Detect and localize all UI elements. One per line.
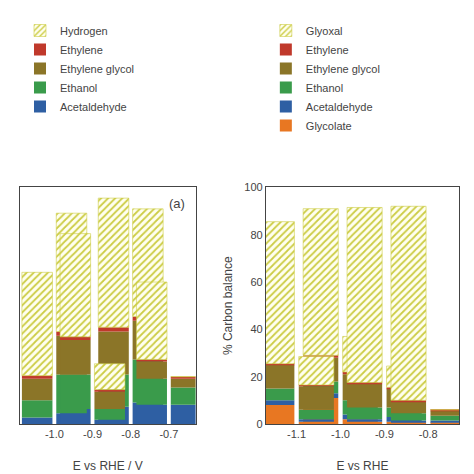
- svg-text:-0.7: -0.7: [159, 428, 178, 440]
- svg-text:Acetaldehyde: Acetaldehyde: [60, 101, 127, 113]
- svg-text:Ethylene glycol: Ethylene glycol: [60, 63, 134, 75]
- svg-text:-0.8: -0.8: [121, 428, 140, 440]
- svg-text:-0.9: -0.9: [375, 428, 394, 440]
- svg-text:Ethanol: Ethanol: [60, 82, 97, 94]
- svg-text:Ethylene: Ethylene: [306, 44, 349, 56]
- svg-text:Acetaldehyde: Acetaldehyde: [306, 101, 373, 113]
- svg-text:-1.1: -1.1: [287, 428, 306, 440]
- svg-text:% Carbon balance: % Carbon balance: [221, 256, 235, 355]
- svg-text:100: 100: [244, 181, 262, 193]
- svg-text:-1.0: -1.0: [331, 428, 350, 440]
- svg-text:E vs RHE / V: E vs RHE / V: [73, 459, 143, 473]
- svg-text:80: 80: [250, 229, 262, 241]
- svg-text:-0.9: -0.9: [83, 428, 102, 440]
- svg-text:Glyoxal: Glyoxal: [306, 25, 343, 37]
- svg-text:20: 20: [250, 371, 262, 383]
- svg-text:60: 60: [250, 276, 262, 288]
- svg-text:(a): (a): [169, 196, 185, 211]
- svg-text:-0.8: -0.8: [419, 428, 438, 440]
- svg-text:E vs RHE: E vs RHE: [336, 459, 388, 473]
- svg-text:Hydrogen: Hydrogen: [60, 25, 108, 37]
- svg-text:-1.0: -1.0: [45, 428, 64, 440]
- svg-text:Ethylene glycol: Ethylene glycol: [306, 63, 380, 75]
- svg-text:Ethylene: Ethylene: [60, 44, 103, 56]
- svg-text:0: 0: [257, 418, 263, 430]
- svg-text:Ethanol: Ethanol: [306, 82, 343, 94]
- svg-text:40: 40: [250, 323, 262, 335]
- svg-text:Glycolate: Glycolate: [306, 120, 352, 132]
